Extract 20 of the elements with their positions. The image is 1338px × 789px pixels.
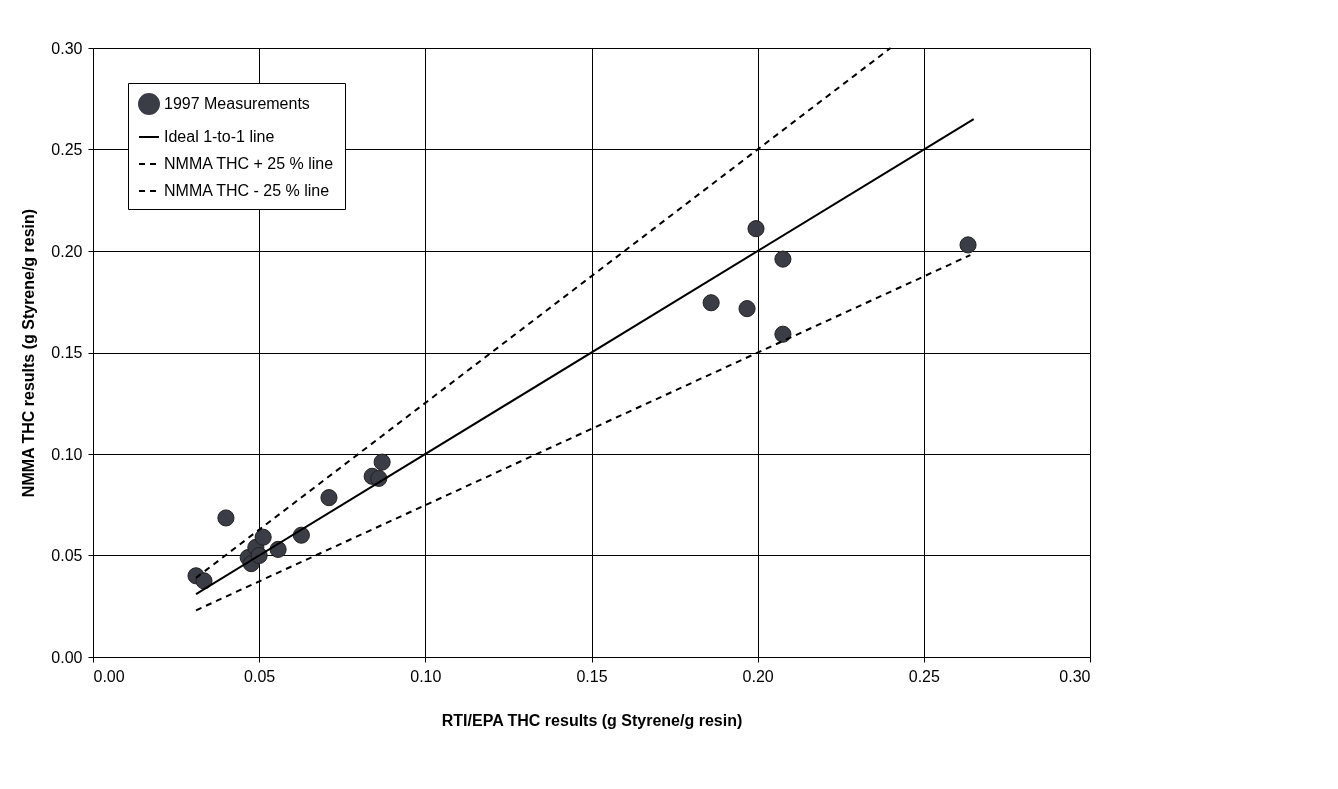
y-tick-label: 0.00: [51, 648, 83, 666]
legend-label: 1997 Measurements: [164, 95, 310, 112]
legend-label: NMMA THC + 25 % line: [164, 155, 334, 172]
y-tick-label: 0.10: [51, 445, 83, 463]
legend-label: Ideal 1-to-1 line: [164, 128, 275, 145]
x-tick-label: 0.25: [908, 667, 941, 685]
x-tick-label: 0.15: [576, 667, 608, 685]
y-tick-label: 0.25: [51, 141, 83, 158]
x-tick-label: 0.05: [244, 667, 276, 685]
y-tick-label: 0.30: [51, 39, 83, 57]
x-tick-label: 0.10: [410, 667, 442, 685]
x-tick-label: 0.00: [93, 667, 125, 685]
x-tick-label: 0.20: [742, 667, 774, 685]
legend-label: NMMA THC - 25 % line: [164, 182, 330, 199]
y-tick-label: 0.05: [51, 547, 83, 564]
y-tick-label: 0.15: [51, 344, 83, 361]
x-tick-label: 0.30: [1059, 667, 1091, 685]
y-axis-title: NMMA THC results (g Styrene/g resin): [20, 208, 38, 498]
x-axis-title: RTI/EPA THC results (g Styrene/g resin): [441, 711, 743, 729]
y-tick-label: 0.20: [51, 242, 83, 260]
